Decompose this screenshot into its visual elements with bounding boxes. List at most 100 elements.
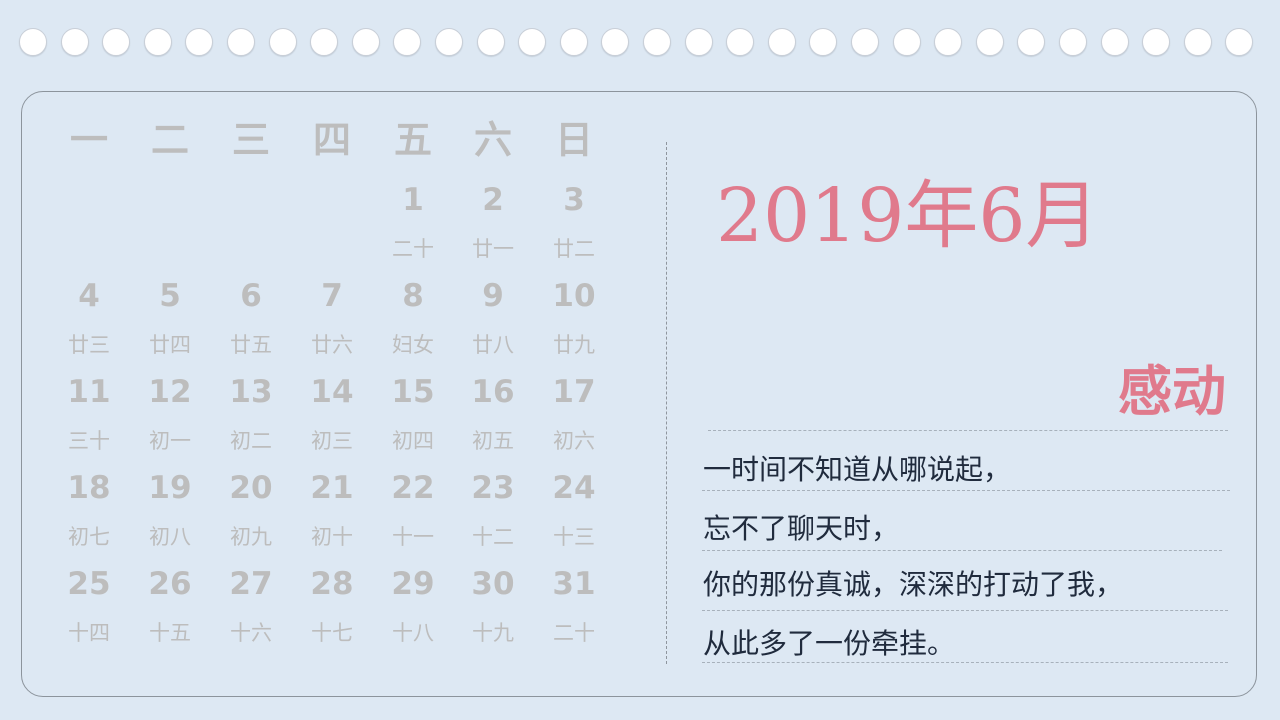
lunar-date: 十五 xyxy=(149,621,191,645)
day-number: 28 xyxy=(310,566,354,602)
day-number: 12 xyxy=(148,374,192,410)
day-number: 25 xyxy=(67,566,111,602)
binder-hole xyxy=(393,28,422,56)
day-number: 18 xyxy=(67,470,111,506)
lunar-date: 廿八 xyxy=(472,333,514,357)
month-title: 2019年6月 xyxy=(716,173,1100,259)
binder-hole xyxy=(143,28,172,56)
day-number: 2 xyxy=(482,182,504,218)
day-number: 4 xyxy=(78,278,100,314)
binder-hole xyxy=(185,28,214,56)
day-number: 3 xyxy=(563,182,585,218)
binder-hole xyxy=(60,28,89,56)
lunar-date: 初八 xyxy=(149,525,191,549)
lunar-date: 廿一 xyxy=(472,237,514,261)
note-rule xyxy=(702,490,1230,491)
day-number: 13 xyxy=(229,374,273,410)
day-number: 17 xyxy=(552,374,596,410)
binder-hole xyxy=(1017,28,1046,56)
binder-hole xyxy=(310,28,339,56)
day-number: 27 xyxy=(229,566,273,602)
binder-hole xyxy=(767,28,796,56)
lunar-date: 初三 xyxy=(311,429,353,453)
binder-hole xyxy=(726,28,755,56)
weekday-label: 日 xyxy=(554,117,593,162)
lunar-date: 十七 xyxy=(311,621,353,645)
day-number: 10 xyxy=(552,278,596,314)
weekday-label: 六 xyxy=(473,117,512,162)
lunar-date: 二十 xyxy=(392,237,434,261)
day-number: 19 xyxy=(148,470,192,506)
day-number: 8 xyxy=(402,278,424,314)
lunar-date: 初六 xyxy=(553,429,595,453)
lunar-date: 廿五 xyxy=(230,333,272,357)
weekday-label: 四 xyxy=(312,117,351,162)
weekday-label: 三 xyxy=(231,117,270,162)
lunar-date: 初一 xyxy=(149,429,191,453)
binder-hole xyxy=(268,28,297,56)
note-rule xyxy=(702,610,1228,611)
lunar-date: 廿六 xyxy=(311,333,353,357)
lunar-date: 廿四 xyxy=(149,333,191,357)
lunar-date: 初五 xyxy=(472,429,514,453)
binder-hole xyxy=(975,28,1004,56)
binder-hole xyxy=(809,28,838,56)
binder-hole xyxy=(1183,28,1212,56)
lunar-date: 初九 xyxy=(230,525,272,549)
heading-rule xyxy=(708,430,1228,431)
binder-hole xyxy=(19,28,47,56)
weekday-label: 一 xyxy=(69,117,108,162)
lunar-date: 妇女 xyxy=(392,333,434,357)
lunar-date: 三十 xyxy=(68,429,110,453)
binder-hole xyxy=(643,28,671,56)
note-heading: 感动 xyxy=(1118,359,1226,423)
binder-hole xyxy=(934,28,963,56)
note-line: 一时间不知道从哪说起， xyxy=(703,453,1012,486)
binder-hole xyxy=(476,28,505,56)
day-number: 21 xyxy=(310,470,354,506)
lunar-date: 初七 xyxy=(68,525,110,549)
note-line: 忘不了聊天时， xyxy=(703,512,900,545)
binder-hole xyxy=(684,28,713,56)
day-number: 30 xyxy=(471,566,515,602)
day-number: 6 xyxy=(240,278,262,314)
day-number: 29 xyxy=(391,566,435,602)
lunar-date: 初二 xyxy=(230,429,272,453)
binder-hole xyxy=(1059,28,1087,56)
day-number: 16 xyxy=(471,374,515,410)
lunar-date: 二十 xyxy=(553,621,595,645)
day-number: 31 xyxy=(552,566,596,602)
day-number: 22 xyxy=(391,470,435,506)
day-number: 23 xyxy=(471,470,515,506)
day-number: 26 xyxy=(148,566,192,602)
lunar-date: 十八 xyxy=(392,621,434,645)
lunar-date: 廿九 xyxy=(553,333,595,357)
binder-hole xyxy=(1225,28,1254,56)
day-number: 5 xyxy=(159,278,181,314)
vertical-divider xyxy=(666,142,667,664)
lunar-date: 十三 xyxy=(553,525,595,549)
binder-hole xyxy=(601,28,630,56)
binder-hole xyxy=(851,28,879,56)
note-line: 从此多了一份牵挂。 xyxy=(703,627,956,660)
binder-hole xyxy=(351,28,380,56)
day-number: 9 xyxy=(482,278,504,314)
binder-hole xyxy=(518,28,547,56)
day-number: 11 xyxy=(67,374,111,410)
lunar-date: 廿三 xyxy=(68,333,110,357)
note-rule xyxy=(702,662,1228,663)
lunar-date: 十四 xyxy=(68,621,110,645)
lunar-date: 十一 xyxy=(392,525,434,549)
weekday-label: 二 xyxy=(150,117,189,162)
note-line: 你的那份真诚，深深的打动了我， xyxy=(703,568,1124,601)
day-number: 14 xyxy=(310,374,354,410)
day-number: 1 xyxy=(402,182,424,218)
weekday-label: 五 xyxy=(393,117,432,162)
lunar-date: 初四 xyxy=(392,429,434,453)
day-number: 15 xyxy=(391,374,435,410)
binder-hole xyxy=(1100,28,1129,56)
lunar-date: 初十 xyxy=(311,525,353,549)
day-number: 24 xyxy=(552,470,596,506)
binder-hole xyxy=(892,28,921,56)
binder-hole xyxy=(227,28,255,56)
